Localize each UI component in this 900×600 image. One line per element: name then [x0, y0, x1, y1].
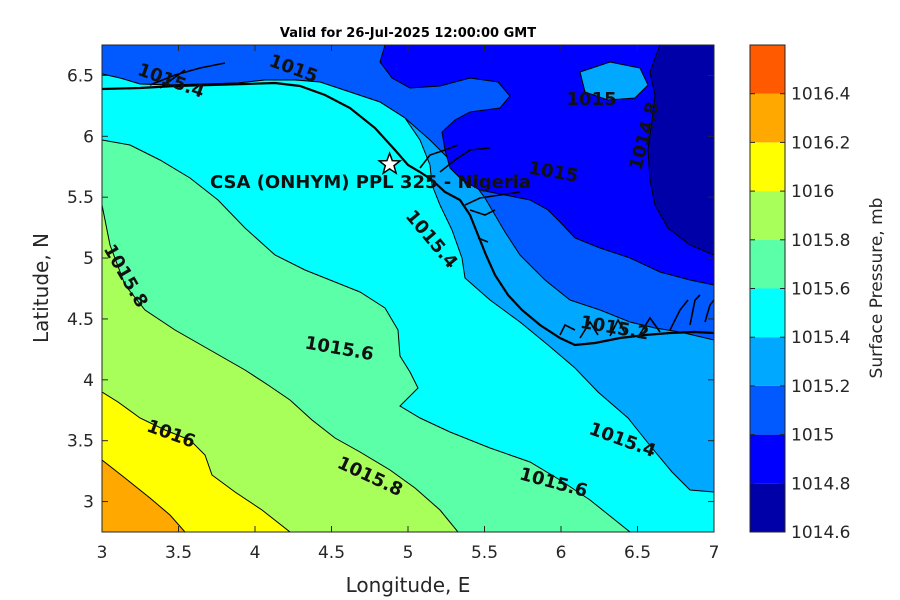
colorbar: 1014.6 1014.8 1015 1015.2 1015.4 1015.6 1015.8… — [749, 44, 850, 543]
y-tick-label: 6 — [83, 127, 94, 147]
colorbar-tick-label: 1016.2 — [791, 133, 850, 153]
colorbar-swatch — [750, 483, 785, 532]
colorbar-swatch — [750, 385, 785, 435]
colorbar-swatch — [750, 288, 785, 338]
station-label: CSA (ONHYM) PPL 325 - Nigeria — [210, 172, 531, 193]
x-axis-label: Longitude, E — [346, 573, 471, 597]
x-tick-label: 5.5 — [471, 543, 498, 563]
x-tick-label: 6 — [556, 543, 567, 563]
colorbar-tick-label: 1016 — [791, 182, 834, 202]
creeks — [149, 62, 714, 339]
colorbar-tick-label: 1015.6 — [791, 280, 850, 300]
y-tick-label: 3.5 — [67, 432, 94, 452]
colorbar-tick-label: 1014.6 — [791, 523, 850, 543]
colorbar-tick-label: 1016.4 — [791, 85, 850, 105]
station-star-icon[interactable] — [377, 151, 403, 175]
colorbar-swatch — [750, 191, 785, 240]
x-tick-label: 4 — [250, 543, 261, 563]
band-1016-2 — [102, 459, 186, 532]
y-tick-label: 3 — [83, 493, 94, 513]
station-group: CSA (ONHYM) PPL 325 - Nigeria — [210, 151, 531, 193]
x-axis: 3 3.5 4 4.5 5 5.5 6 6.5 7 — [97, 45, 720, 563]
colorbar-swatch — [750, 434, 785, 484]
contour-field — [102, 45, 714, 532]
y-tick-label: 5.5 — [67, 188, 94, 208]
colorbar-tick-label: 1015 — [791, 426, 834, 446]
pocket-1015-2 — [579, 61, 649, 101]
colorbar-swatch — [750, 93, 785, 143]
colorbar-swatch — [750, 239, 785, 289]
y-tick-label: 4.5 — [67, 310, 94, 330]
colorbar-tick-label: 1014.8 — [791, 474, 850, 494]
colorbar-tick-label: 1015.4 — [791, 328, 850, 348]
contour-label: 1015 — [567, 89, 617, 110]
figure-title: Valid for 26-Jul-2025 12:00:00 GMT — [280, 26, 536, 41]
x-tick-label: 3.5 — [165, 543, 192, 563]
band-1014-8 — [379, 45, 714, 286]
x-tick-label: 6.5 — [624, 543, 651, 563]
y-tick-label: 5 — [83, 249, 94, 269]
y-tick-label: 6.5 — [67, 66, 94, 86]
x-tick-label: 4.5 — [318, 543, 345, 563]
colorbar-tick-label: 1015.8 — [791, 231, 850, 251]
y-axis: 3 3.5 4 4.5 5 5.5 6 6.5 — [67, 66, 714, 513]
band-1014-6 — [647, 45, 714, 256]
colorbar-label: Surface Pressure, mb — [867, 198, 887, 379]
colorbar-swatch — [750, 337, 785, 386]
colorbar-tick-label: 1015.2 — [791, 377, 850, 397]
y-tick-label: 4 — [83, 371, 94, 391]
colorbar-swatch — [750, 142, 785, 192]
colorbar-swatch — [750, 45, 785, 94]
x-tick-label: 3 — [97, 543, 108, 563]
coastline — [102, 81, 714, 347]
x-tick-label: 5 — [403, 543, 414, 563]
x-tick-label: 7 — [709, 543, 720, 563]
y-axis-label: Latitude, N — [29, 233, 53, 343]
